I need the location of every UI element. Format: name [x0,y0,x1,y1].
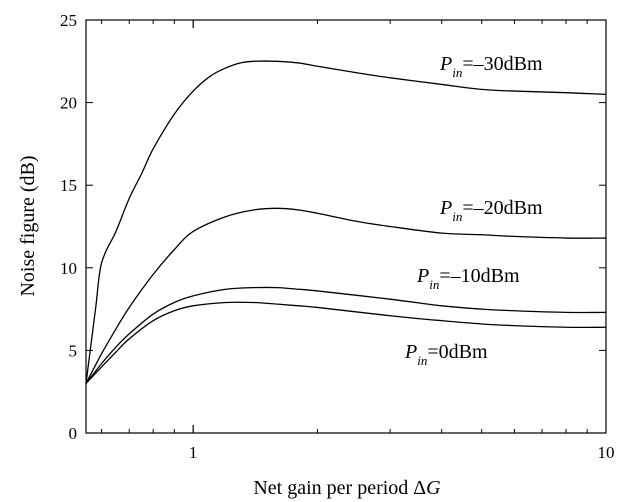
y-tick-label: 15 [60,176,77,195]
series-lines [85,60,607,384]
y-axis-label: Noise figure (dB) [17,155,39,296]
series-line-3 [85,301,607,384]
y-tick-label: 25 [60,11,77,30]
x-tick-label: 1 [189,443,198,462]
y-tick-label: 5 [69,341,78,360]
series-label-minus10: Pin=–10dBm [416,265,520,292]
series-label-minus30: Pin=–30dBm [439,53,543,80]
tick-labels: 0 5 10 15 20 25 1 10 [60,11,615,462]
x-tick-label: 10 [598,443,615,462]
series-line-2 [85,286,607,384]
series-labels: Pin=–30dBm Pin=–20dBm Pin=–10dBm Pin=0dB… [404,53,543,368]
axis-ticks [86,19,607,434]
series-line-1 [85,207,607,384]
series-label-0: Pin=0dBm [404,341,488,368]
plot-frame [85,19,607,434]
y-tick-label: 0 [69,424,78,443]
series-label-minus20: Pin=–20dBm [439,197,543,224]
series-line-0 [85,60,607,384]
y-tick-label: 10 [60,259,77,278]
y-tick-label: 20 [60,94,77,113]
x-axis-label: Net gain per period ΔG [253,477,441,499]
